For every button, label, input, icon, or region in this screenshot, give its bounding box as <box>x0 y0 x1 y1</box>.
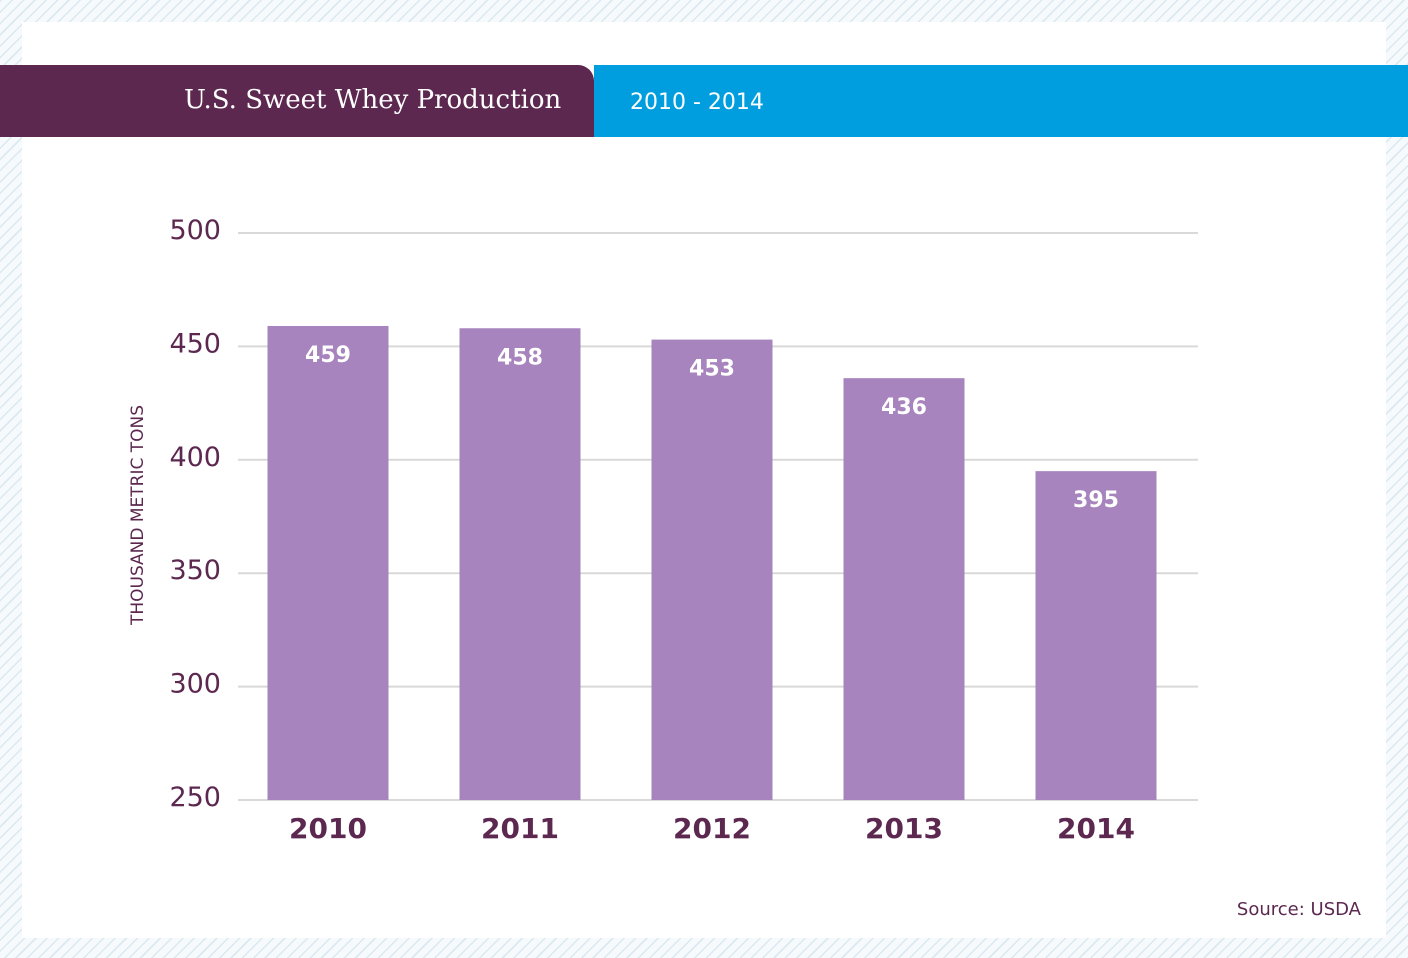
y-tick-label: 450 <box>169 328 221 359</box>
chart-header: U.S. Sweet Whey Production 2010 - 2014 <box>0 65 1408 137</box>
x-tick-label-2012: 2012 <box>673 812 751 845</box>
y-axis-ticks: 250 300 350 400 450 500 <box>169 215 221 813</box>
data-label-2010: 459 <box>305 343 351 368</box>
bars <box>267 325 1157 800</box>
date-range: 2010 - 2014 <box>630 90 764 115</box>
y-tick-label: 300 <box>169 669 221 700</box>
data-label-2013: 436 <box>881 395 927 420</box>
bar-2010 <box>267 325 389 800</box>
data-labels: 459 458 453 436 395 <box>305 343 1119 513</box>
bar-2012 <box>651 339 773 800</box>
data-label-2012: 453 <box>689 357 735 382</box>
source-note: Source: USDA <box>1236 899 1361 920</box>
y-axis-label: THOUSAND METRIC TONS <box>128 405 148 626</box>
bar-2014 <box>1035 471 1157 800</box>
data-label-2014: 395 <box>1073 488 1119 513</box>
data-label-2011: 458 <box>497 345 543 370</box>
title-band: U.S. Sweet Whey Production <box>0 65 594 137</box>
date-range-band: 2010 - 2014 <box>594 65 1408 137</box>
x-tick-label-2013: 2013 <box>865 812 943 845</box>
y-tick-label: 500 <box>169 215 221 246</box>
x-tick-label-2011: 2011 <box>481 812 559 845</box>
x-axis-ticks: 2010 2011 2012 2013 2014 <box>289 812 1135 845</box>
bar-2011 <box>459 328 581 800</box>
bar-2013 <box>843 378 965 800</box>
y-tick-label: 350 <box>169 555 221 586</box>
chart-title: U.S. Sweet Whey Production <box>184 85 562 115</box>
y-tick-label: 250 <box>169 782 221 813</box>
x-tick-label-2010: 2010 <box>289 812 367 845</box>
x-tick-label-2014: 2014 <box>1057 812 1135 845</box>
y-tick-label: 400 <box>169 442 221 473</box>
